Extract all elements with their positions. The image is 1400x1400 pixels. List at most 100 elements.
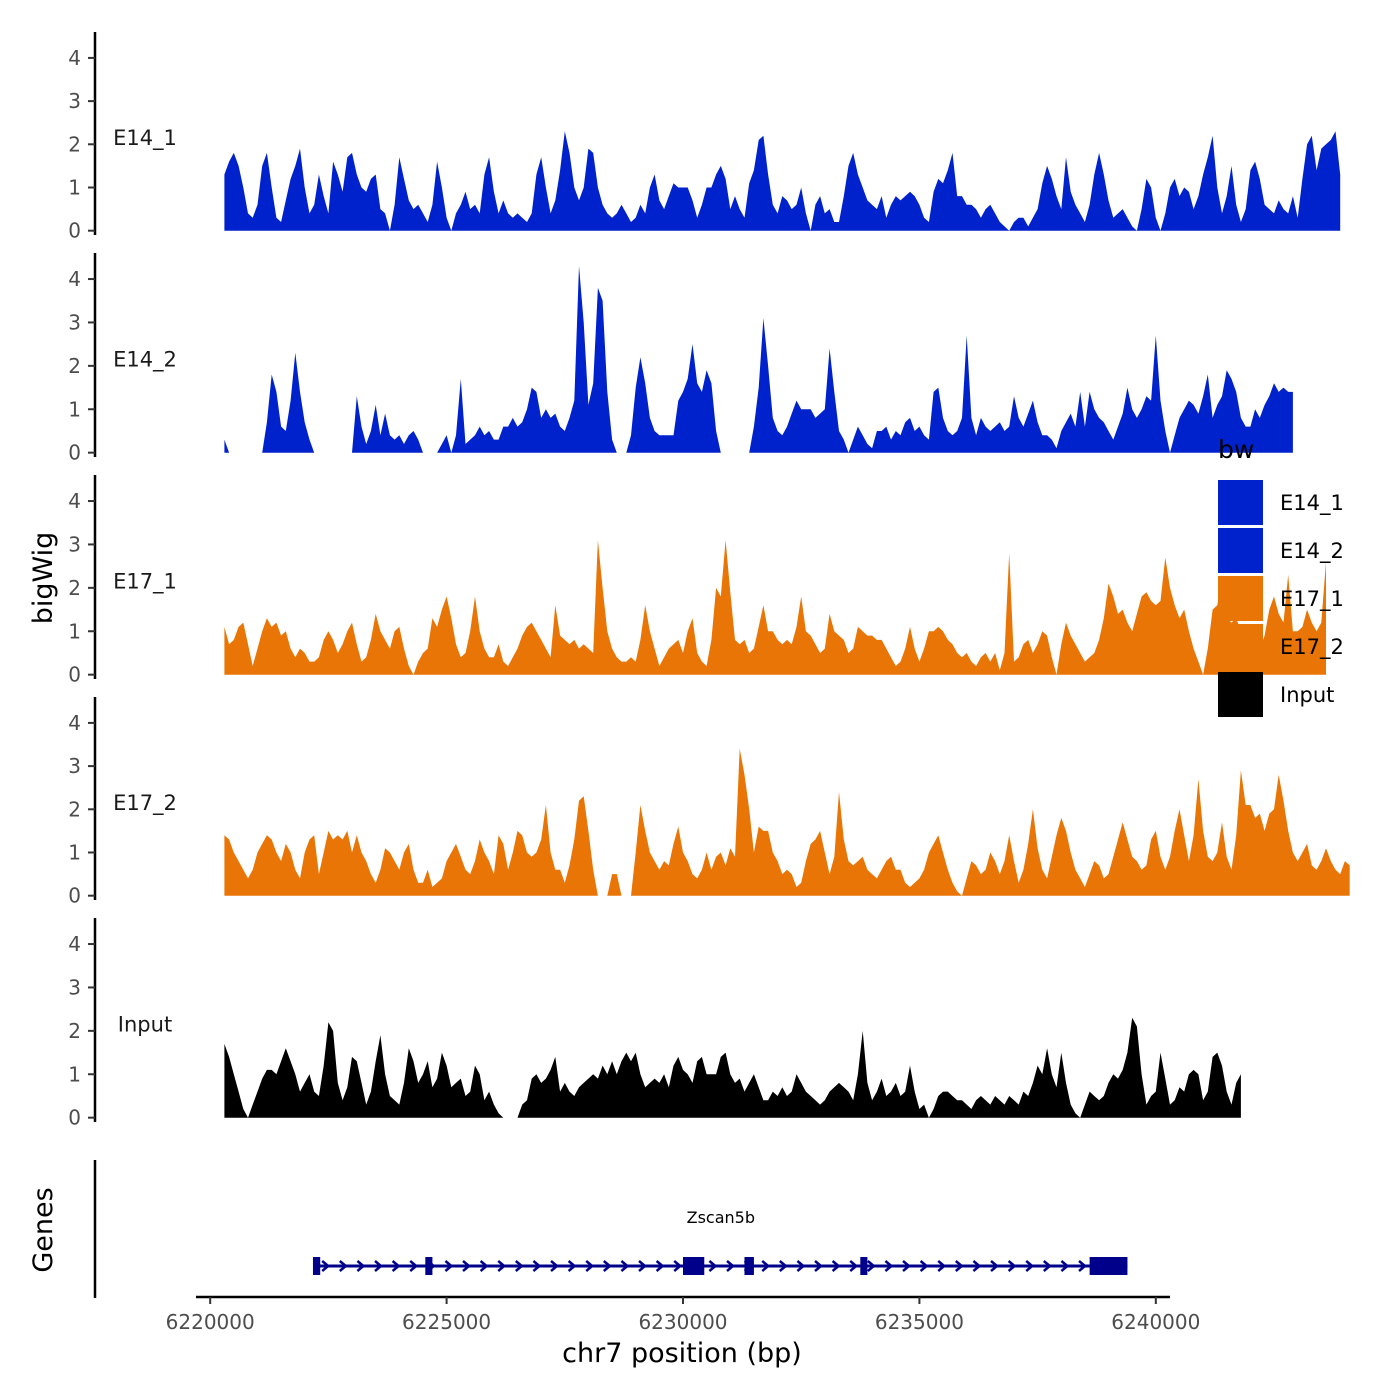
strand-arrow [374, 1260, 383, 1272]
track-label-E17_2: E17_2 [113, 791, 177, 816]
y-tick-label-E14_2-3: 3 [68, 310, 81, 334]
y-tick-label-E17_2-0: 0 [68, 884, 81, 908]
strand-arrow [779, 1260, 788, 1272]
area-E17_2-segment-1 [607, 874, 622, 896]
exon-4 [744, 1257, 754, 1275]
strand-arrow [673, 1260, 683, 1272]
y-tick-label-E14_2-4: 4 [68, 267, 81, 291]
legend-swatch-Input [1218, 672, 1263, 717]
track-E17_1: 0 1 2 3 4 E17_1 [68, 475, 1326, 687]
track-label-Input: Input [118, 1012, 172, 1036]
strand-arrow [831, 1260, 841, 1272]
strand-arrow [391, 1260, 401, 1272]
track-E14_1: 0 1 2 3 4 E14_1 [68, 32, 1341, 243]
area-E14_2-segment-5 [749, 318, 1293, 453]
y-tick-label-E17_1-2: 2 [68, 576, 81, 600]
strand-arrow [479, 1260, 489, 1272]
y-tick-label-Input-4: 4 [68, 932, 81, 956]
track-Input: 0 1 2 3 4 Input [68, 918, 1241, 1130]
legend-label-E14_1: E14_1 [1280, 491, 1344, 516]
genes-axis-title: Genes [28, 1187, 59, 1272]
strand-arrow [409, 1260, 419, 1272]
tracks: 0 1 2 3 4 E14_1 0 1 2 3 4 E14_2 0 1 2 3 4 E17_1 0 1 2 3 4 E17_2… [68, 32, 1350, 1130]
exon-3 [683, 1257, 705, 1275]
strand-arrow [1060, 1260, 1070, 1272]
y-tick-label-E17_2-3: 3 [68, 754, 81, 778]
area-Input-segment-0 [224, 1022, 504, 1118]
strand-arrow [532, 1260, 542, 1272]
legend-label-E17_2: E17_2 [1280, 635, 1344, 660]
area-E14_2-segment-1 [262, 352, 315, 453]
strand-arrow [655, 1260, 665, 1272]
legend: bw E14_1 E14_2 E17_1 E17_2 Input [1218, 435, 1344, 717]
legend-label-E17_1: E17_1 [1280, 587, 1344, 612]
y-tick-label-Input-1: 1 [68, 1062, 81, 1086]
x-tick-label-6230000: 6230000 [638, 1310, 727, 1334]
exon-6 [1089, 1257, 1128, 1275]
strand-arrow [444, 1260, 454, 1272]
strand-arrow [1042, 1260, 1052, 1272]
area-E17_2-segment-0 [224, 796, 598, 896]
track-E17_2: 0 1 2 3 4 E17_2 [68, 697, 1350, 908]
strand-arrow [726, 1260, 735, 1272]
y-tick-label-E14_1-3: 3 [68, 89, 81, 113]
strand-arrow [761, 1260, 771, 1272]
y-tick-label-E14_1-2: 2 [68, 132, 81, 156]
x-tick-label-6235000: 6235000 [875, 1310, 964, 1334]
x-tick-label-6220000: 6220000 [166, 1310, 255, 1334]
gene-panel: Zscan5b [93, 1160, 1128, 1298]
strand-arrow [867, 1260, 876, 1272]
y-tick-label-E17_1-4: 4 [68, 489, 81, 513]
strand-arrow [884, 1260, 894, 1272]
strand-arrow [937, 1260, 947, 1272]
legend-swatch-E17_2 [1218, 624, 1263, 669]
area-E17_2-segment-2 [631, 748, 1350, 896]
legend-title: bw [1218, 435, 1254, 464]
legend-label-E14_2: E14_2 [1280, 539, 1344, 564]
exon-2 [425, 1257, 433, 1275]
legend-label-Input: Input [1280, 683, 1334, 707]
area-E14_2-segment-0 [224, 439, 230, 453]
track-label-E14_2: E14_2 [113, 347, 177, 372]
y-tick-label-E17_1-3: 3 [68, 532, 81, 556]
area-E14_2-segment-4 [626, 344, 721, 453]
y-tick-label-E17_2-4: 4 [68, 711, 81, 735]
legend-swatch-E17_1 [1218, 576, 1263, 621]
strand-arrow [567, 1260, 577, 1272]
gene-Zscan5b: Zscan5b [312, 1208, 1128, 1275]
strand-arrow [1025, 1260, 1035, 1272]
y-tick-label-E17_1-1: 1 [68, 619, 81, 643]
strand-arrow [972, 1260, 982, 1272]
legend-swatch-E14_2 [1218, 528, 1263, 573]
track-label-E17_1: E17_1 [113, 569, 177, 594]
y-tick-label-Input-2: 2 [68, 1019, 81, 1043]
y-tick-label-E14_2-1: 1 [68, 397, 81, 421]
x-axis: 6220000 6225000 6230000 6235000 6240000 [166, 1295, 1200, 1334]
exon-5 [860, 1257, 868, 1275]
y-tick-label-E14_2-0: 0 [68, 441, 81, 465]
gene-label: Zscan5b [687, 1208, 755, 1227]
strand-arrow [902, 1260, 911, 1272]
y-tick-label-E17_2-2: 2 [68, 797, 81, 821]
y-tick-label-E14_1-0: 0 [68, 219, 81, 243]
strand-arrow [919, 1260, 929, 1272]
x-tick-label-6225000: 6225000 [402, 1310, 491, 1334]
strand-arrow [955, 1260, 964, 1272]
exon-1 [314, 1257, 321, 1275]
x-tick-label-6240000: 6240000 [1111, 1310, 1200, 1334]
track-label-E14_1: E14_1 [113, 126, 177, 151]
area-E17_1-segment-0 [224, 540, 1326, 675]
strand-arrow [814, 1260, 823, 1272]
strand-arrow [990, 1260, 999, 1272]
y-axis-title: bigWig [28, 532, 59, 625]
y-tick-label-E17_1-0: 0 [68, 663, 81, 687]
y-tick-label-E17_2-1: 1 [68, 840, 81, 864]
strand-arrow [708, 1260, 718, 1272]
area-Input-segment-1 [517, 1017, 1241, 1118]
strand-arrow [796, 1260, 806, 1272]
strand-arrow [497, 1260, 507, 1272]
strand-arrow [849, 1260, 859, 1272]
y-tick-label-E14_1-4: 4 [68, 46, 81, 70]
y-tick-label-E14_2-2: 2 [68, 354, 81, 378]
